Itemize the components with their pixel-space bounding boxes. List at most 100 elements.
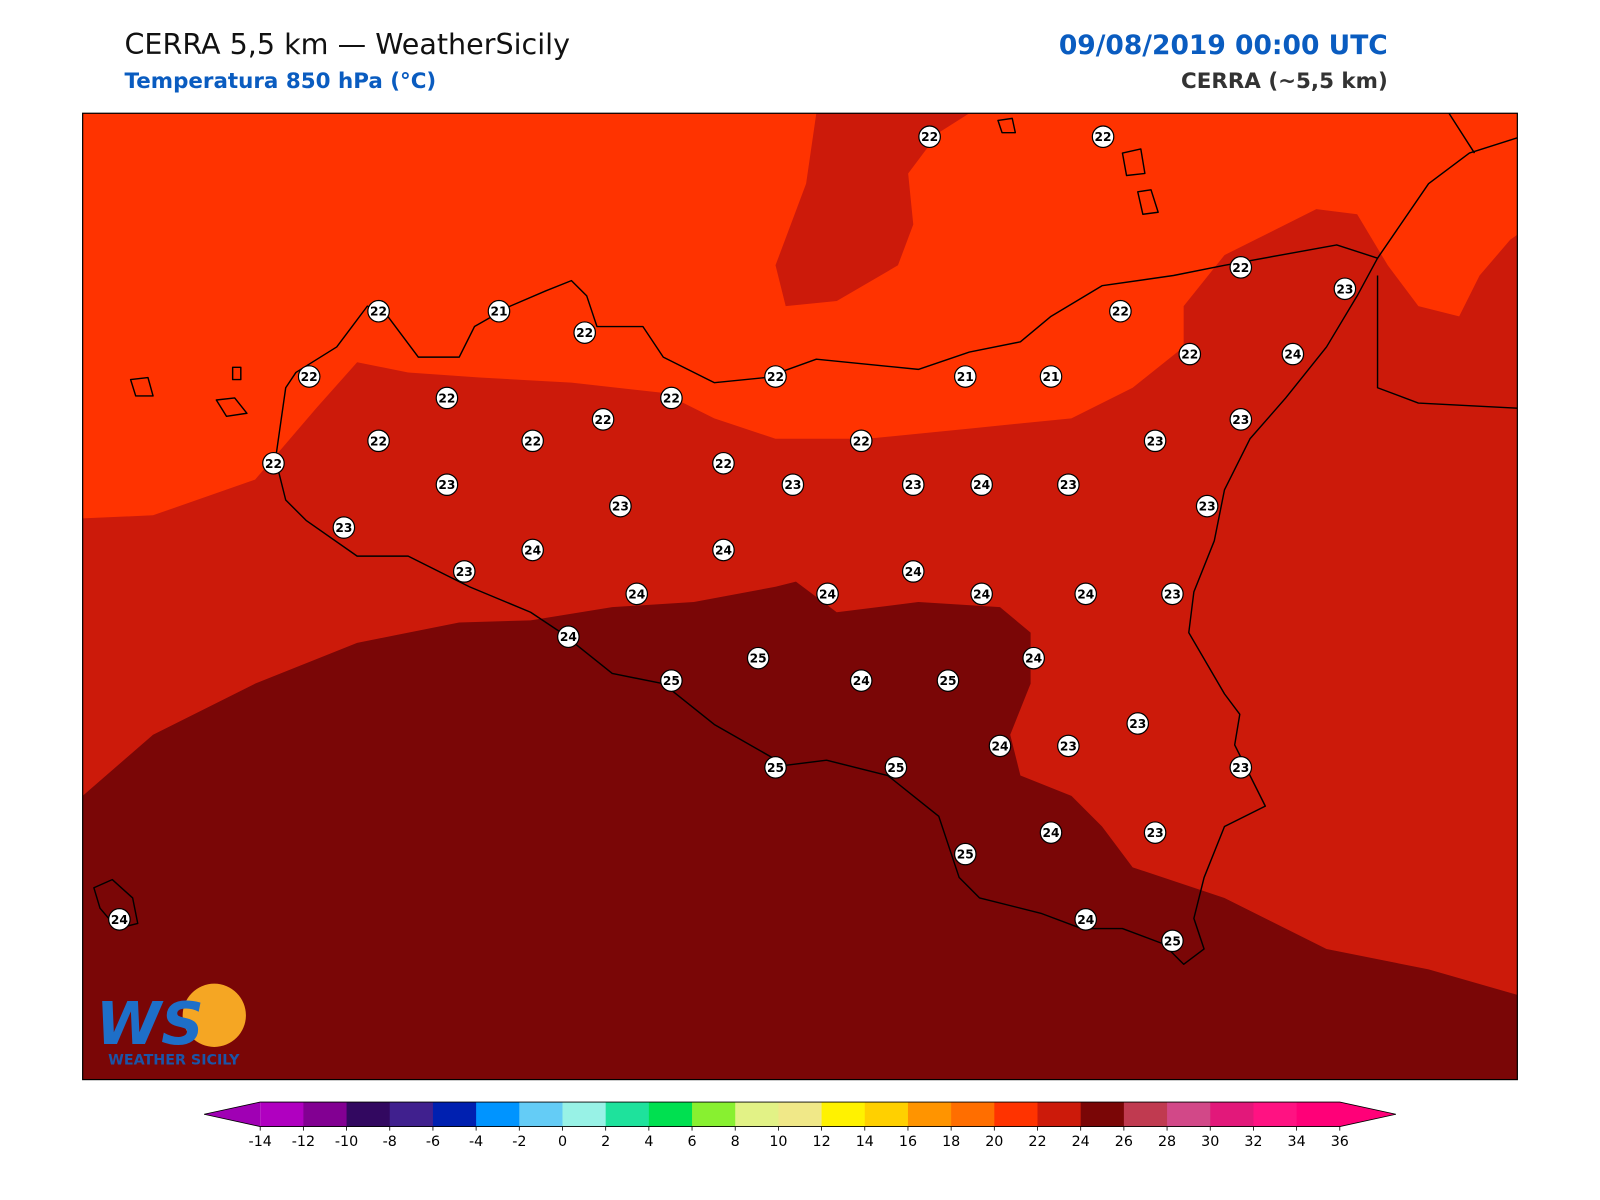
colorbar-tick-label: -8: [383, 1134, 397, 1150]
logo: WS WEATHER SICILY: [96, 983, 246, 1068]
colorbar-segment: [907, 1102, 952, 1127]
temp-band: [82, 581, 1518, 1080]
station-marker: [816, 582, 839, 606]
station-marker: [764, 756, 787, 779]
colorbar: -14 -12 -10 -8 -6 -4 -2 0 2 4 6 8 10 12 14 16 18 20 22 24 26…: [203, 1101, 1397, 1150]
station-value: 24: [1077, 913, 1094, 927]
colorbar-segment: [994, 1102, 1039, 1127]
colorbar-segment: [476, 1102, 520, 1127]
station-marker: [764, 365, 787, 388]
station-marker: [660, 386, 683, 410]
station-value: 23: [335, 521, 352, 535]
coastline: [274, 244, 1379, 965]
colorbar-segment: [605, 1102, 650, 1127]
colorbar-tick-label: 20: [985, 1134, 1003, 1150]
station-marker: [1022, 646, 1045, 670]
station-value: 23: [1336, 282, 1353, 296]
station-value: 23: [1129, 717, 1146, 731]
colorbar-segment: [951, 1102, 995, 1127]
station-marker: [262, 451, 285, 475]
station-marker: [1178, 342, 1202, 366]
colorbar-tick-label: -6: [426, 1134, 440, 1150]
colorbar-tick-label: 34: [1288, 1134, 1306, 1150]
station-value: 22: [524, 434, 541, 448]
station-marker: [521, 429, 544, 453]
station-value: 22: [1232, 261, 1249, 275]
station-value: 21: [1043, 370, 1060, 384]
colorbar-tick-label: 28: [1158, 1134, 1176, 1150]
station-value: 23: [784, 478, 801, 492]
station-marker: [849, 429, 873, 453]
station-value: 23: [456, 565, 473, 579]
station-value: 22: [265, 457, 282, 471]
station-marker: [1161, 929, 1184, 953]
station-value: 24: [1077, 587, 1094, 601]
colorbar-over: [1339, 1102, 1396, 1127]
station-marker: [918, 125, 941, 149]
station-marker: [1281, 342, 1305, 366]
station-marker: [1039, 821, 1063, 844]
station-value: 24: [819, 587, 836, 601]
colorbar-segment: [432, 1102, 477, 1127]
map: 22 22 22 23 22 21 22 22 22 22 21 21 22 24 22 22 22 23 22 22…: [82, 113, 1518, 1080]
station-marker: [452, 560, 476, 583]
station-value: 24: [1025, 652, 1042, 666]
colorbar-segment: [1296, 1102, 1341, 1127]
colorbar-tick-label: 30: [1201, 1134, 1219, 1150]
station-marker: [988, 734, 1012, 758]
station-marker: [1229, 408, 1253, 431]
station-marker: [660, 669, 683, 692]
station-value: 24: [560, 630, 577, 644]
subtitle: Temperatura 850 hPa (°C): [124, 69, 436, 94]
station-marker: [1074, 582, 1098, 606]
station-marker: [970, 473, 993, 497]
station-marker: [901, 560, 925, 583]
station-value: 23: [438, 478, 455, 492]
station-value: 25: [663, 674, 680, 688]
station-value: 24: [973, 478, 990, 492]
station-value: 22: [595, 413, 612, 427]
colorbar-tick-label: 32: [1244, 1134, 1262, 1150]
station-marker: [712, 538, 735, 562]
station-value: 23: [1199, 500, 1216, 514]
station-value: 22: [370, 305, 387, 319]
station-value: 23: [1147, 434, 1164, 448]
station-value: 21: [490, 305, 507, 319]
logo-name: WEATHER SICILY: [108, 1052, 240, 1068]
colorbar-tick-label: 2: [601, 1134, 610, 1150]
station-marker: [936, 669, 960, 692]
station-marker: [609, 494, 632, 518]
colorbar-tick-label: 36: [1331, 1134, 1349, 1150]
station-marker: [1143, 429, 1167, 453]
station-value: 23: [1060, 478, 1077, 492]
colorbar-segment: [864, 1102, 909, 1127]
station-value: 25: [887, 761, 904, 775]
colorbar-tick-label: -14: [249, 1134, 272, 1150]
stations: 22 22 22 23 22 21 22 22 22 22 21 21 22 24 22 22 22 23 22 22…: [108, 125, 1357, 953]
station-value: 22: [663, 391, 680, 405]
station-marker: [1109, 299, 1132, 323]
colorbar-segment: [389, 1102, 434, 1127]
station-marker: [297, 365, 321, 388]
colorbar-segment: [648, 1102, 693, 1127]
station-value: 23: [1147, 826, 1164, 840]
source: CERRA (~5,5 km): [1181, 69, 1388, 94]
title: CERRA 5,5 km — WeatherSicily: [124, 27, 570, 61]
colorbar-segment: [821, 1102, 866, 1127]
logo-letters: WS: [96, 989, 204, 1058]
station-value: 22: [715, 457, 732, 471]
station-marker: [901, 473, 925, 497]
station-marker: [332, 516, 356, 539]
colorbar-tick-label: 26: [1115, 1134, 1133, 1150]
station-marker: [557, 625, 580, 649]
colorbar-tick-label: 16: [899, 1134, 917, 1150]
station-value: 22: [921, 130, 938, 144]
station-value: 25: [957, 848, 974, 862]
station-marker: [1195, 494, 1219, 518]
station-value: 22: [370, 434, 387, 448]
station-marker: [435, 473, 459, 497]
station-marker: [591, 408, 615, 431]
station-value: 24: [991, 739, 1008, 753]
station-value: 24: [524, 544, 541, 558]
